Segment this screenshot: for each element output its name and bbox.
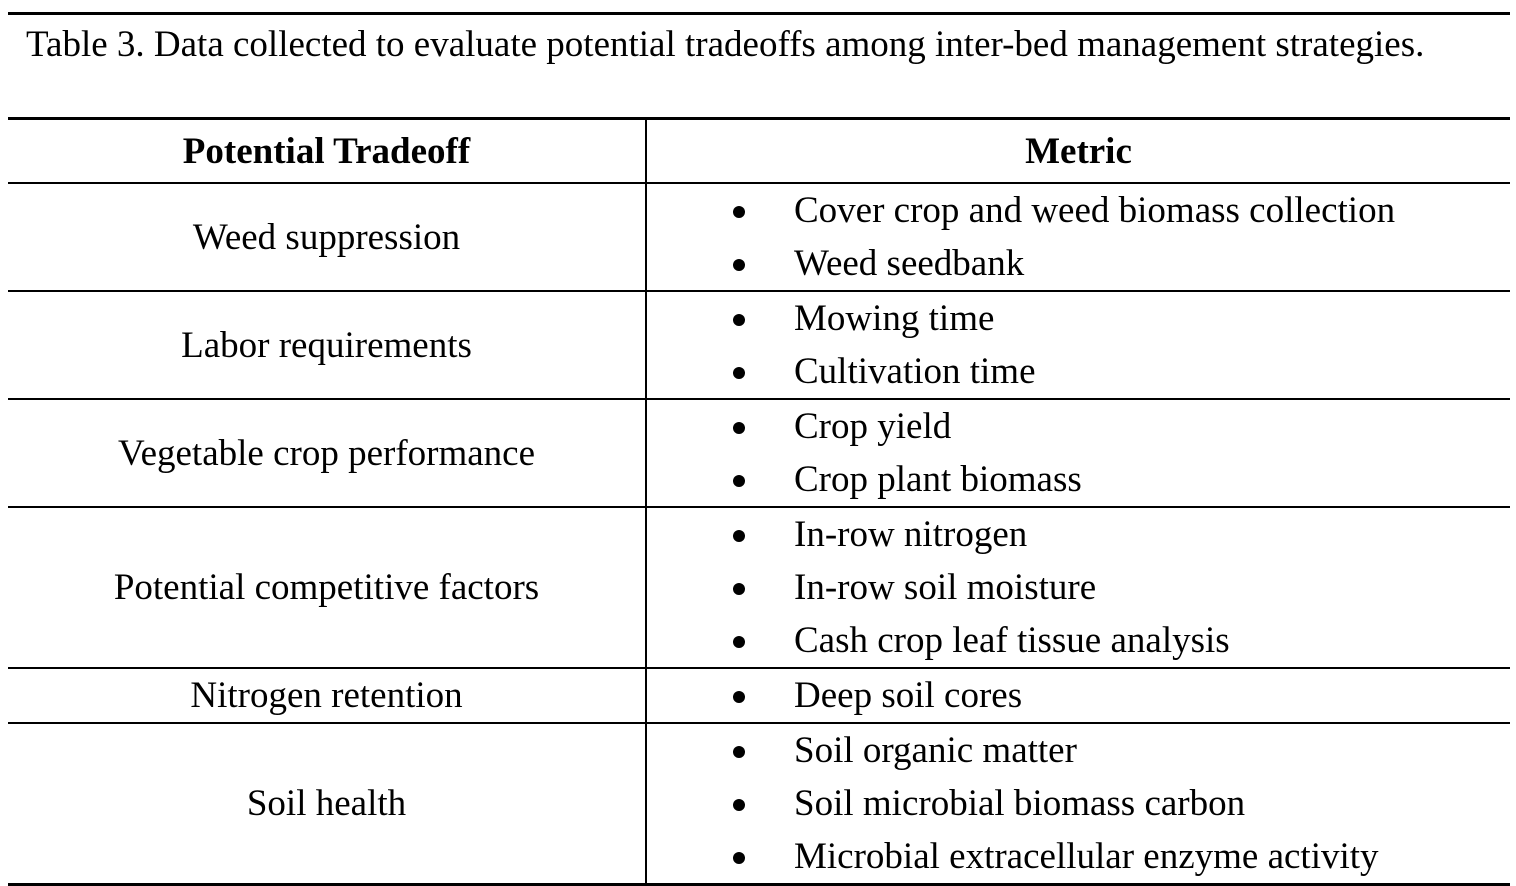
metric-label: In-row soil moisture bbox=[794, 567, 1097, 608]
table-caption: Table 3. Data collected to evaluate pote… bbox=[26, 24, 1425, 65]
metric-label: Crop yield bbox=[794, 406, 952, 447]
metric-item: Weed seedbank bbox=[647, 237, 1510, 290]
table-row: Nitrogen retention Deep soil cores bbox=[8, 668, 1510, 724]
bullet-icon bbox=[733, 422, 745, 434]
metric-cell: In-row nitrogen In-row soil moisture Cash … bbox=[646, 507, 1510, 669]
tradeoff-cell: Labor requirements bbox=[8, 291, 647, 400]
metric-list: In-row nitrogen In-row soil moisture Cash … bbox=[647, 508, 1510, 667]
bullet-icon bbox=[733, 475, 745, 487]
header-row: Potential Tradeoff Metric bbox=[8, 120, 1510, 184]
table-row: Potential competitive factors In-row nitr… bbox=[8, 507, 1510, 669]
bullet-icon bbox=[733, 636, 745, 648]
metric-item: Mowing time bbox=[647, 292, 1510, 345]
metric-label: Deep soil cores bbox=[794, 675, 1023, 716]
bullet-icon bbox=[733, 259, 745, 271]
table-row: Labor requirements Mowing time Cultivation… bbox=[8, 291, 1510, 400]
metric-label: Weed seedbank bbox=[794, 243, 1025, 284]
bullet-icon bbox=[733, 206, 745, 218]
table-row: Vegetable crop performance Crop yield Crop… bbox=[8, 399, 1510, 508]
bullet-icon bbox=[733, 852, 745, 864]
metric-list: Deep soil cores bbox=[647, 669, 1510, 722]
metric-cell: Deep soil cores bbox=[646, 668, 1510, 724]
metric-label: Mowing time bbox=[794, 298, 995, 339]
bullet-icon bbox=[733, 746, 745, 758]
metric-list: Soil organic matter Soil microbial biomas… bbox=[647, 724, 1510, 883]
metric-item: Deep soil cores bbox=[647, 669, 1510, 722]
metric-label: Microbial extracellular enzyme activity bbox=[794, 836, 1379, 877]
metric-cell: Soil organic matter Soil microbial biomas… bbox=[646, 723, 1510, 886]
tradeoff-cell: Nitrogen retention bbox=[8, 668, 647, 724]
bullet-icon bbox=[733, 583, 745, 595]
metric-cell: Crop yield Crop plant biomass bbox=[646, 399, 1510, 508]
metric-label: Crop plant biomass bbox=[794, 459, 1082, 500]
metric-label: Cover crop and weed biomass collection bbox=[794, 190, 1396, 231]
table-row: Soil health Soil organic matter Soil micro… bbox=[8, 723, 1510, 886]
tradeoff-cell: Soil health bbox=[8, 723, 647, 886]
bullet-icon bbox=[733, 314, 745, 326]
metric-item: Cultivation time bbox=[647, 345, 1510, 398]
metric-list: Cover crop and weed biomass collection We… bbox=[647, 184, 1510, 290]
metric-item: Crop plant biomass bbox=[647, 453, 1510, 506]
metric-list: Mowing time Cultivation time bbox=[647, 292, 1510, 398]
top-rule bbox=[8, 12, 1510, 15]
bullet-icon bbox=[733, 799, 745, 811]
metric-list: Crop yield Crop plant biomass bbox=[647, 400, 1510, 506]
tradeoff-table: Potential Tradeoff Metric Weed suppressi… bbox=[8, 120, 1510, 886]
metric-cell: Cover crop and weed biomass collection We… bbox=[646, 183, 1510, 292]
metric-label: Cultivation time bbox=[794, 351, 1036, 392]
metric-label: In-row nitrogen bbox=[794, 514, 1028, 555]
metric-label: Cash crop leaf tissue analysis bbox=[794, 620, 1230, 661]
metric-item: Cash crop leaf tissue analysis bbox=[647, 614, 1510, 667]
metric-cell: Mowing time Cultivation time bbox=[646, 291, 1510, 400]
table-body: Weed suppression Cover crop and weed biom… bbox=[8, 183, 1510, 886]
metric-label: Soil microbial biomass carbon bbox=[794, 783, 1246, 824]
tradeoff-cell: Weed suppression bbox=[8, 183, 647, 292]
caption-rule bbox=[8, 117, 1510, 120]
metric-label: Soil organic matter bbox=[794, 730, 1077, 771]
metric-item: Soil organic matter bbox=[647, 724, 1510, 777]
metric-item: Cover crop and weed biomass collection bbox=[647, 184, 1510, 237]
metric-item: In-row soil moisture bbox=[647, 561, 1510, 614]
table-container: Table 3. Data collected to evaluate pote… bbox=[8, 12, 1510, 886]
bullet-icon bbox=[733, 691, 745, 703]
tradeoff-cell: Potential competitive factors bbox=[8, 507, 647, 669]
metric-item: Crop yield bbox=[647, 400, 1510, 453]
metric-item: In-row nitrogen bbox=[647, 508, 1510, 561]
table-row: Weed suppression Cover crop and weed biom… bbox=[8, 183, 1510, 292]
metric-item: Soil microbial biomass carbon bbox=[647, 777, 1510, 830]
bullet-icon bbox=[733, 367, 745, 379]
bullet-icon bbox=[733, 530, 745, 542]
header-tradeoff: Potential Tradeoff bbox=[8, 120, 647, 184]
metric-item: Microbial extracellular enzyme activity bbox=[647, 830, 1510, 883]
tradeoff-cell: Vegetable crop performance bbox=[8, 399, 647, 508]
header-metric: Metric bbox=[646, 120, 1510, 184]
